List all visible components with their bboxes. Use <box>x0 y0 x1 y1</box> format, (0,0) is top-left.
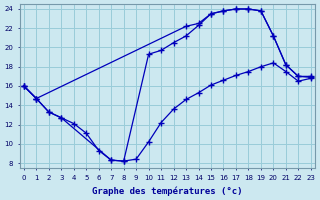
X-axis label: Graphe des températures (°c): Graphe des températures (°c) <box>92 186 243 196</box>
